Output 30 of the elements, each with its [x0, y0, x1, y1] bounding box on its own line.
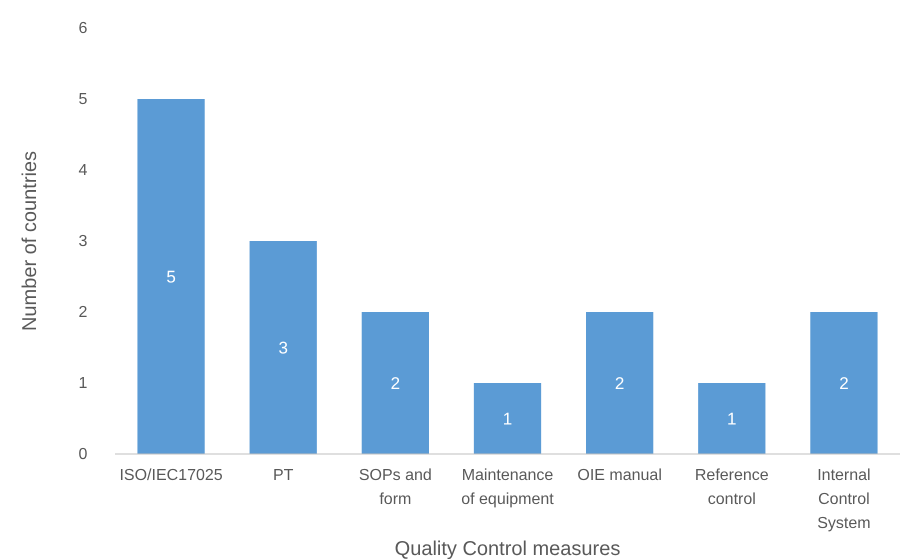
data-label: 5 — [166, 268, 176, 286]
y-tick-label: 4 — [78, 162, 88, 179]
y-axis-title: Number of countries — [19, 150, 41, 332]
bar — [810, 312, 878, 454]
data-label: 2 — [614, 374, 624, 393]
x-tick-label: OIE manual — [577, 467, 662, 484]
data-label: 2 — [390, 374, 400, 393]
bar — [250, 241, 317, 454]
data-label: 1 — [727, 410, 737, 428]
bar — [586, 312, 654, 454]
bar — [474, 383, 542, 454]
x-tick-label: Maintenance of equipment — [461, 467, 554, 508]
y-tick-label: 5 — [78, 91, 88, 108]
bar — [137, 99, 205, 454]
y-tick-label: 2 — [78, 304, 88, 321]
x-tick-label: SOPs and form — [358, 467, 432, 508]
x-tick-label: PT — [272, 467, 294, 484]
x-tick-label: Reference control — [694, 467, 769, 508]
bar — [362, 312, 429, 454]
y-tick-label: 1 — [78, 375, 88, 392]
data-label: 1 — [502, 410, 512, 428]
data-label: 3 — [278, 338, 288, 358]
x-tick-label: Internal Control System — [817, 467, 871, 532]
y-tick-label: 3 — [78, 233, 88, 250]
x-tick-label: ISO/IEC17025 — [119, 467, 223, 484]
y-tick-label: 0 — [78, 446, 88, 463]
data-label: 2 — [839, 374, 849, 393]
y-tick-label: 6 — [78, 20, 88, 37]
x-axis-title: Quality Control measures — [394, 538, 620, 559]
bar — [698, 383, 766, 454]
